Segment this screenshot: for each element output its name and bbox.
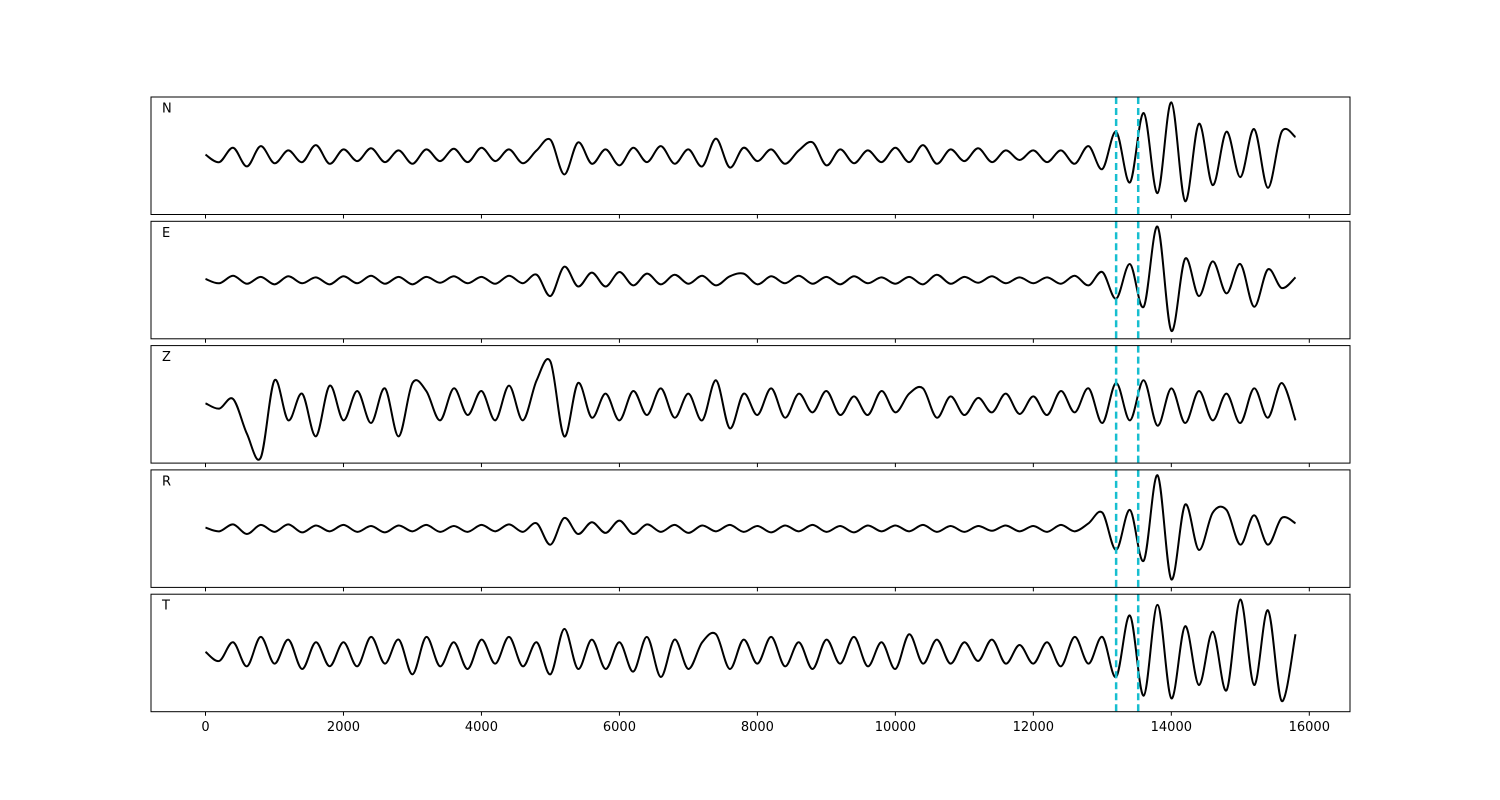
trace (205, 474, 1297, 581)
x-tick-label: 12000 (1013, 720, 1054, 735)
x-tick-label: 8000 (741, 720, 774, 735)
trace (204, 101, 1297, 203)
panel-frame (150, 220, 1351, 340)
x-tick-label: 0 (201, 720, 209, 735)
panel-label: Z (162, 350, 171, 365)
trace (204, 598, 1297, 703)
panel-label: E (162, 226, 170, 241)
x-tick-label: 16000 (1289, 720, 1330, 735)
trace (205, 225, 1297, 332)
x-tick-label: 4000 (465, 720, 498, 735)
x-tick-label: 10000 (875, 720, 916, 735)
panel-frame (150, 96, 1351, 215)
panel-frame (150, 469, 1351, 588)
x-tick-label: 6000 (603, 720, 636, 735)
panel-frame (150, 593, 1351, 713)
trace (205, 358, 1297, 461)
panel-label: R (162, 474, 171, 489)
x-tick-label: 2000 (327, 720, 360, 735)
panel-label: N (162, 102, 172, 117)
panel-frame (150, 345, 1351, 464)
x-tick-label: 14000 (1151, 720, 1192, 735)
panel-label: T (161, 599, 170, 614)
